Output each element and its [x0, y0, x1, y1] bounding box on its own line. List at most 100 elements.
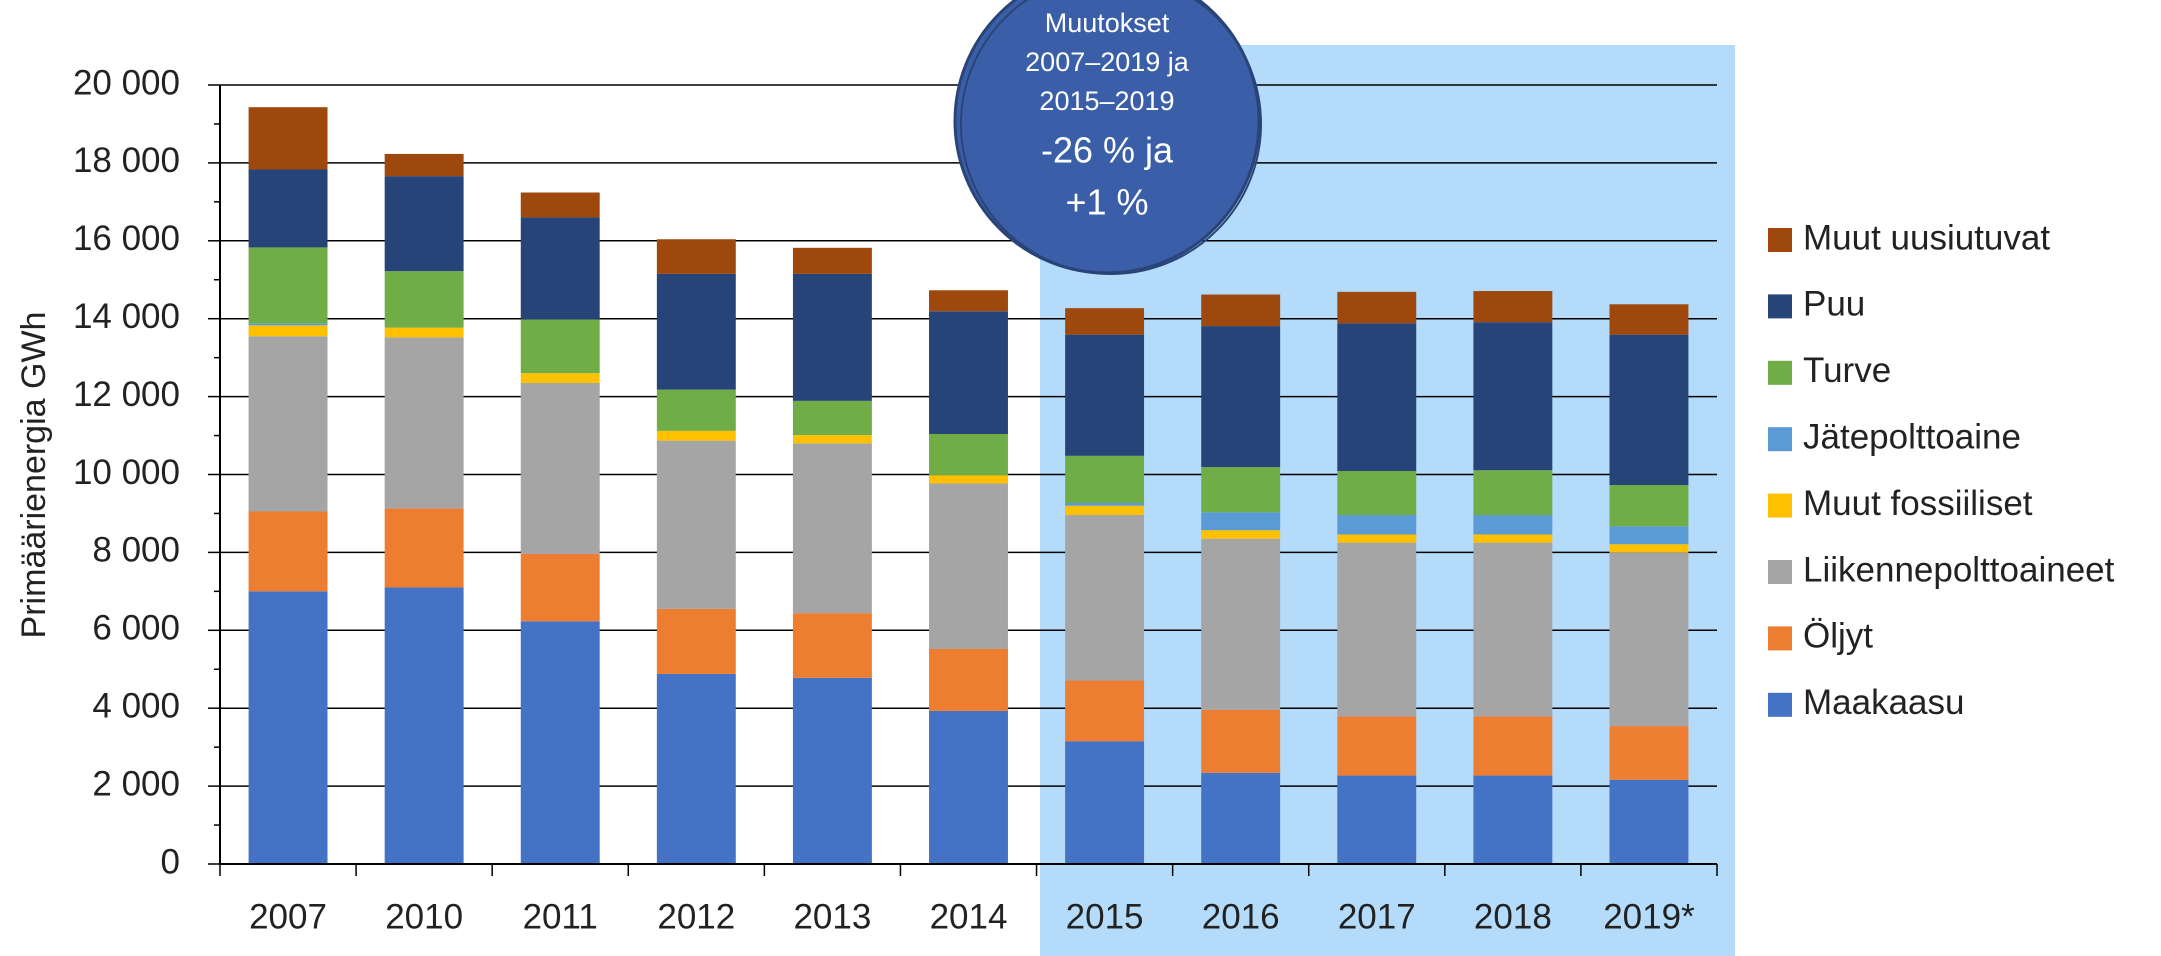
bar-segment: [248, 336, 328, 512]
bar-segment: [792, 613, 872, 678]
bar-segment: [1201, 772, 1281, 864]
bar-segment: [1609, 485, 1689, 527]
bar-segment: [1065, 515, 1145, 681]
bar-segment: [929, 475, 1008, 484]
y-tick-label: 10 000: [73, 453, 180, 492]
bar-segment: [1337, 291, 1417, 324]
bar-segment: [1473, 291, 1553, 323]
legend-label: Maakaasu: [1803, 683, 1964, 722]
annotation-bubble-outline: [960, 0, 1262, 275]
bar-segment: [1201, 709, 1281, 773]
bar-segment: [656, 608, 736, 674]
bar-segment: [1065, 741, 1145, 864]
bar-segment: [1473, 515, 1553, 535]
legend-label: Muut uusiutuvat: [1803, 218, 2050, 257]
bar-segment: [1609, 526, 1689, 545]
bar-segment: [792, 247, 872, 274]
bar-segment: [1201, 530, 1281, 539]
bar-segment: [1609, 726, 1689, 780]
bar-segment: [248, 511, 328, 592]
bar-segment: [1473, 534, 1553, 543]
bar-segment: [520, 621, 600, 864]
annotation-text: 2007–2019 ja: [1025, 47, 1190, 77]
x-tick-label: 2019*: [1603, 897, 1695, 936]
bar-segment: [248, 591, 328, 864]
legend-label: Öljyt: [1803, 617, 1873, 656]
bar-segment: [1201, 326, 1281, 468]
bar-segment: [1337, 716, 1417, 776]
x-tick-label: 2011: [523, 897, 598, 936]
bar-segment: [1609, 544, 1689, 553]
bar-segment: [1337, 534, 1417, 543]
annotation-highlight: +1 %: [1065, 182, 1148, 223]
x-tick-label: 2010: [385, 897, 463, 936]
x-tick-label: 2016: [1202, 897, 1280, 936]
y-tick-label: 16 000: [73, 219, 180, 258]
x-tick-label: 2017: [1338, 897, 1416, 936]
y-axis-label: Primäärienergia GWh: [15, 312, 53, 639]
bar-segment: [248, 107, 328, 170]
bar-segment: [1201, 538, 1281, 710]
bar-segment: [1065, 502, 1145, 506]
bar-segment: [792, 435, 872, 444]
x-tick-label: 2012: [657, 897, 735, 936]
bar-segment: [929, 433, 1008, 476]
annotation-text: 2015–2019: [1039, 86, 1174, 116]
legend-swatch: [1768, 228, 1792, 252]
bar-segment: [1337, 323, 1417, 471]
legend-label: Muut fossiiliset: [1803, 484, 2033, 523]
bar-segment: [792, 400, 872, 436]
y-tick-label: 20 000: [73, 63, 180, 102]
bar-segment: [1473, 716, 1553, 776]
bar-segment: [1065, 680, 1145, 742]
bar-segment: [929, 483, 1008, 649]
y-tick-label: 12 000: [73, 375, 180, 414]
bar-segment: [384, 337, 464, 509]
y-tick-label: 18 000: [73, 141, 180, 180]
legend-swatch: [1768, 294, 1792, 319]
bar-segment: [656, 430, 736, 441]
bar-segment: [929, 311, 1008, 434]
x-tick-label: 2018: [1474, 897, 1552, 936]
legend-swatch: [1768, 560, 1792, 584]
bar-segment: [384, 153, 464, 177]
bar-segment: [1337, 470, 1417, 516]
bar-segment: [929, 290, 1008, 312]
bar-segment: [1201, 512, 1281, 531]
bar-segment: [1337, 775, 1417, 864]
bar-segment: [656, 389, 736, 431]
bar-segment: [520, 382, 600, 554]
plot: 0 2 000 4 000 6 000 8 000 10 000 12 000 14 000 1…: [73, 63, 1718, 936]
y-tick-label: 8 000: [92, 531, 180, 570]
legend-swatch: [1768, 626, 1792, 651]
bar-segment: [792, 677, 872, 864]
bar-segment: [1473, 470, 1553, 516]
bar-segment: [1337, 542, 1417, 717]
bar-segment: [248, 323, 328, 326]
bar-segment: [384, 327, 464, 338]
bar-segment: [1609, 779, 1689, 864]
y-tick-label: 2 000: [92, 764, 180, 803]
bar-segment: [656, 273, 736, 390]
bar-segment: [1473, 322, 1553, 471]
bar-segment: [248, 247, 328, 324]
annotation: Muutokset 2007–2019 ja 2015–2019 -26 % ja +1…: [953, 0, 1262, 275]
bar-segment: [656, 673, 736, 864]
bar-segment: [1609, 334, 1689, 486]
annotation-text: Muutokset: [1045, 8, 1170, 38]
legend-label: Jätepolttoaine: [1803, 417, 2021, 456]
bar-segment: [520, 319, 600, 374]
x-tick-label: 2013: [793, 897, 871, 936]
bar-segment: [929, 648, 1008, 711]
y-tick-label: 0: [161, 842, 180, 881]
bar-segment: [520, 373, 600, 383]
bar-segment: [656, 239, 736, 274]
bar-segment: [1337, 515, 1417, 535]
legend-label: Puu: [1803, 285, 1865, 324]
bar-segment: [1609, 304, 1689, 335]
bar-segment: [520, 553, 600, 622]
x-tick-label: 2015: [1066, 897, 1144, 936]
bar-segment: [1065, 334, 1145, 456]
y-tick-label: 6 000: [92, 609, 180, 648]
